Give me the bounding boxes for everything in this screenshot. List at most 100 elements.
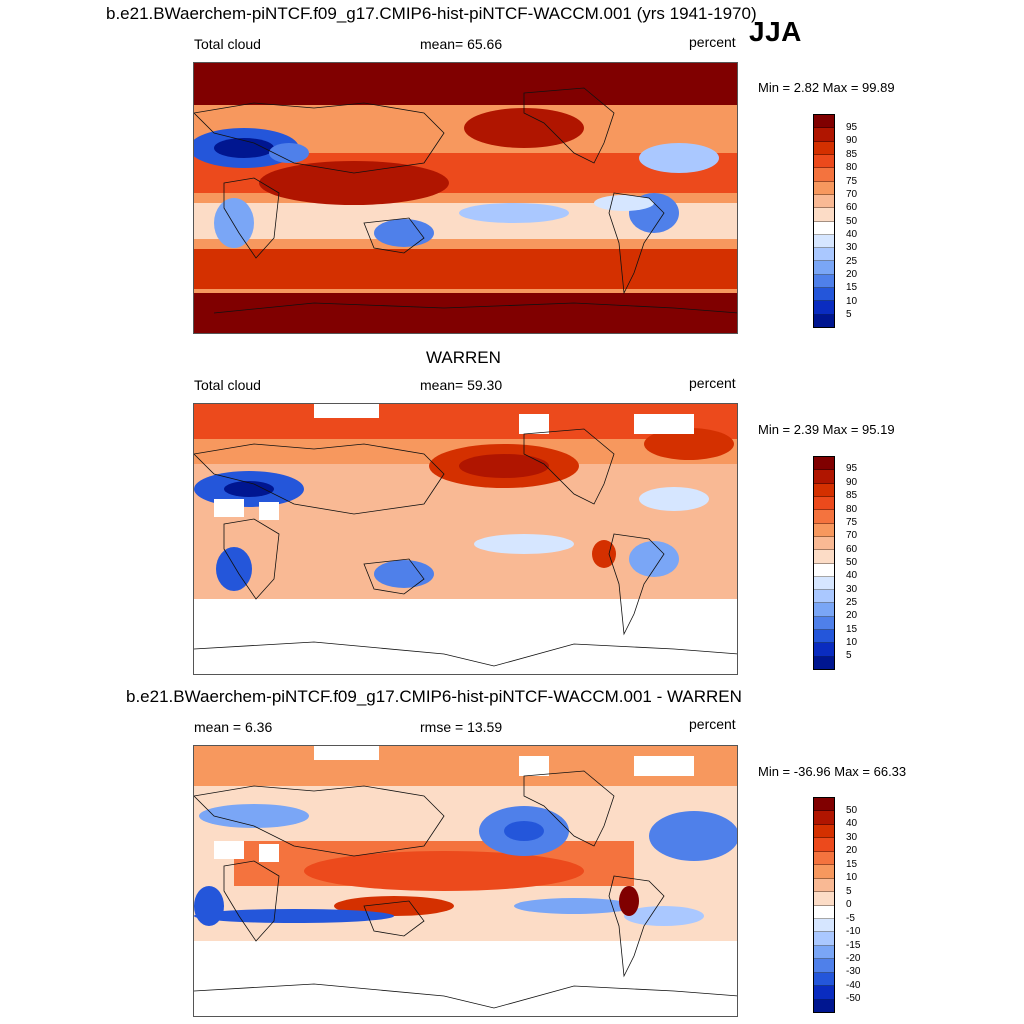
panel2-minmax: Min = 2.39 Max = 95.19 [758,422,895,437]
panel2-colorbar [813,456,835,670]
panel1-variable: Total cloud [194,36,261,52]
panel3-mean: mean = 6.36 [194,719,273,735]
panel1-colorbar-cell [814,221,834,235]
colorbar-tick-label: 10 [846,872,858,883]
panel2-colorbar-cell [814,603,834,617]
colorbar-tick-label: -5 [846,913,855,924]
colorbar-tick-label: -30 [846,966,861,977]
colorbar-tick-label: 15 [846,859,858,870]
panel1-colorbar-cell [814,181,834,195]
colorbar-tick-label: 75 [846,176,858,187]
colorbar-tick-label: -15 [846,940,861,951]
panel2-colorbar-cell [814,510,834,524]
panel2-colorbar-cell [814,643,834,657]
colorbar-tick-label: 5 [846,650,852,661]
colorbar-tick-label: 85 [846,149,858,160]
panel2-heading: WARREN [426,348,501,367]
colorbar-tick-label: 85 [846,490,858,501]
colorbar-tick-label: 5 [846,886,852,897]
panel1-map [193,62,738,334]
panel1-field [194,63,737,333]
panel3-colorbar-cell [814,838,834,852]
panel2-colorbar-cell [814,470,834,484]
panel3-colorbar-cell [814,878,834,893]
colorbar-tick-label: 60 [846,544,858,555]
colorbar-tick-label: 40 [846,229,858,240]
colorbar-tick-label: 95 [846,122,858,133]
panel2-colorbar-cell [814,550,834,564]
colorbar-tick-label: 15 [846,282,858,293]
panel3-colorbar [813,797,835,1013]
panel3-heading: b.e21.BWaerchem-piNTCF.f09_g17.CMIP6-his… [126,687,742,706]
panel2-colorbar-cell [814,590,834,604]
panel1-colorbar-cell [814,115,834,129]
panel3-colorbar-cell [814,972,834,987]
panel2-colorbar-cell [814,496,834,511]
colorbar-tick-label: 0 [846,899,852,910]
colorbar-tick-label: 80 [846,162,858,173]
colorbar-tick-label: 40 [846,570,858,581]
colorbar-tick-label: -10 [846,926,861,937]
panel3-colorbar-cell [814,986,834,1000]
colorbar-tick-label: 25 [846,256,858,267]
panel2-field [194,404,737,674]
colorbar-tick-label: 50 [846,216,858,227]
panel3-colorbar-cell [814,811,834,825]
panel1-colorbar-cell [814,128,834,142]
panel3-colorbar-cell [814,945,834,960]
panel3-colorbar-cell [814,905,834,919]
panel3-colorbar-cell [814,798,834,812]
figure-title: b.e21.BWaerchem-piNTCF.f09_g17.CMIP6-his… [106,4,757,23]
panel3-units: percent [689,716,736,732]
colorbar-tick-label: 90 [846,477,858,488]
panel1-colorbar-cell [814,168,834,182]
panel1-colorbar-cell [814,301,834,315]
panel3-colorbar-cell [814,932,834,946]
panel1-minmax: Min = 2.82 Max = 99.89 [758,80,895,95]
panel1-colorbar-cell [814,288,834,302]
panel3-map [193,745,738,1017]
panel1-colorbar [813,114,835,328]
colorbar-tick-label: 30 [846,242,858,253]
panel2-variable: Total cloud [194,377,261,393]
panel3-field [194,746,737,1016]
colorbar-tick-label: 70 [846,189,858,200]
colorbar-tick-label: 5 [846,309,852,320]
panel2-colorbar-cell [814,576,834,591]
panel1-colorbar-cell [814,248,834,262]
panel2-colorbar-cell [814,563,834,577]
colorbar-tick-label: 20 [846,269,858,280]
colorbar-tick-label: 60 [846,202,858,213]
panel3-colorbar-cell [814,999,834,1012]
panel1-mean: mean= 65.66 [420,36,503,52]
panel3-colorbar-cell [814,892,834,906]
colorbar-tick-label: 40 [846,818,858,829]
panel1-colorbar-cell [814,208,834,222]
colorbar-tick-label: 70 [846,530,858,541]
panel2-colorbar-cell [814,616,834,631]
colorbar-tick-label: 50 [846,557,858,568]
panel1-colorbar-cell [814,314,834,327]
colorbar-tick-label: 15 [846,624,858,635]
colorbar-tick-label: 80 [846,504,858,515]
colorbar-tick-label: -20 [846,953,861,964]
colorbar-tick-label: -40 [846,980,861,991]
colorbar-tick-label: 20 [846,845,858,856]
colorbar-tick-label: 50 [846,805,858,816]
panel3-minmax: Min = -36.96 Max = 66.33 [758,764,907,779]
season-label: JJA [749,16,802,47]
colorbar-tick-label: 20 [846,610,858,621]
panel2-colorbar-cell [814,457,834,471]
panel1-colorbar-cell [814,141,834,155]
panel1-colorbar-cell [814,154,834,169]
panel1-colorbar-cell [814,261,834,275]
panel3-colorbar-cell [814,959,834,973]
panel3-colorbar-cell [814,824,834,839]
panel2-colorbar-cell [814,523,834,537]
colorbar-tick-label: 75 [846,517,858,528]
panel2-colorbar-cell [814,630,834,644]
panel2-map [193,403,738,675]
colorbar-tick-label: 95 [846,463,858,474]
panel3-colorbar-cell [814,851,834,866]
panel1-units: percent [689,34,736,50]
